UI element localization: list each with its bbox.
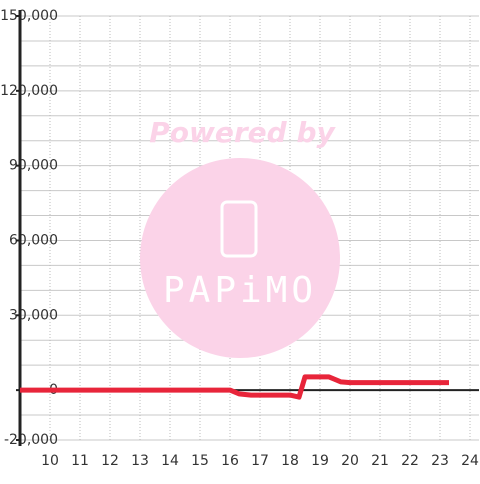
x-tick-label: 14: [161, 453, 179, 469]
y-tick-label: 120,000: [0, 83, 58, 99]
data-line: [20, 374, 449, 400]
x-tick-label: 13: [131, 453, 149, 469]
x-tick-label: 20: [341, 453, 359, 469]
watermark-phone: [220, 200, 258, 258]
x-tick-label: 24: [461, 453, 479, 469]
x-tick-label: 17: [251, 453, 269, 469]
x-tick-label: 15: [191, 453, 209, 469]
y-tick-label: 150,000: [0, 8, 58, 24]
watermark-text: Powered by: [149, 116, 336, 149]
x-tick-label: 21: [371, 453, 389, 469]
x-tick-label: 11: [71, 453, 89, 469]
x-tick-label: 23: [431, 453, 449, 469]
x-tick-label: 16: [221, 453, 239, 469]
x-tick-label: 19: [311, 453, 329, 469]
watermark-circle: [140, 158, 340, 358]
x-tick-label: 22: [401, 453, 419, 469]
x-tick-label: 18: [281, 453, 299, 469]
x-tick-label: 12: [101, 453, 119, 469]
x-tick-label: 10: [41, 453, 59, 469]
y-tick-label: -20,000: [4, 432, 58, 448]
watermark-logo: PAPiMO: [163, 270, 317, 311]
